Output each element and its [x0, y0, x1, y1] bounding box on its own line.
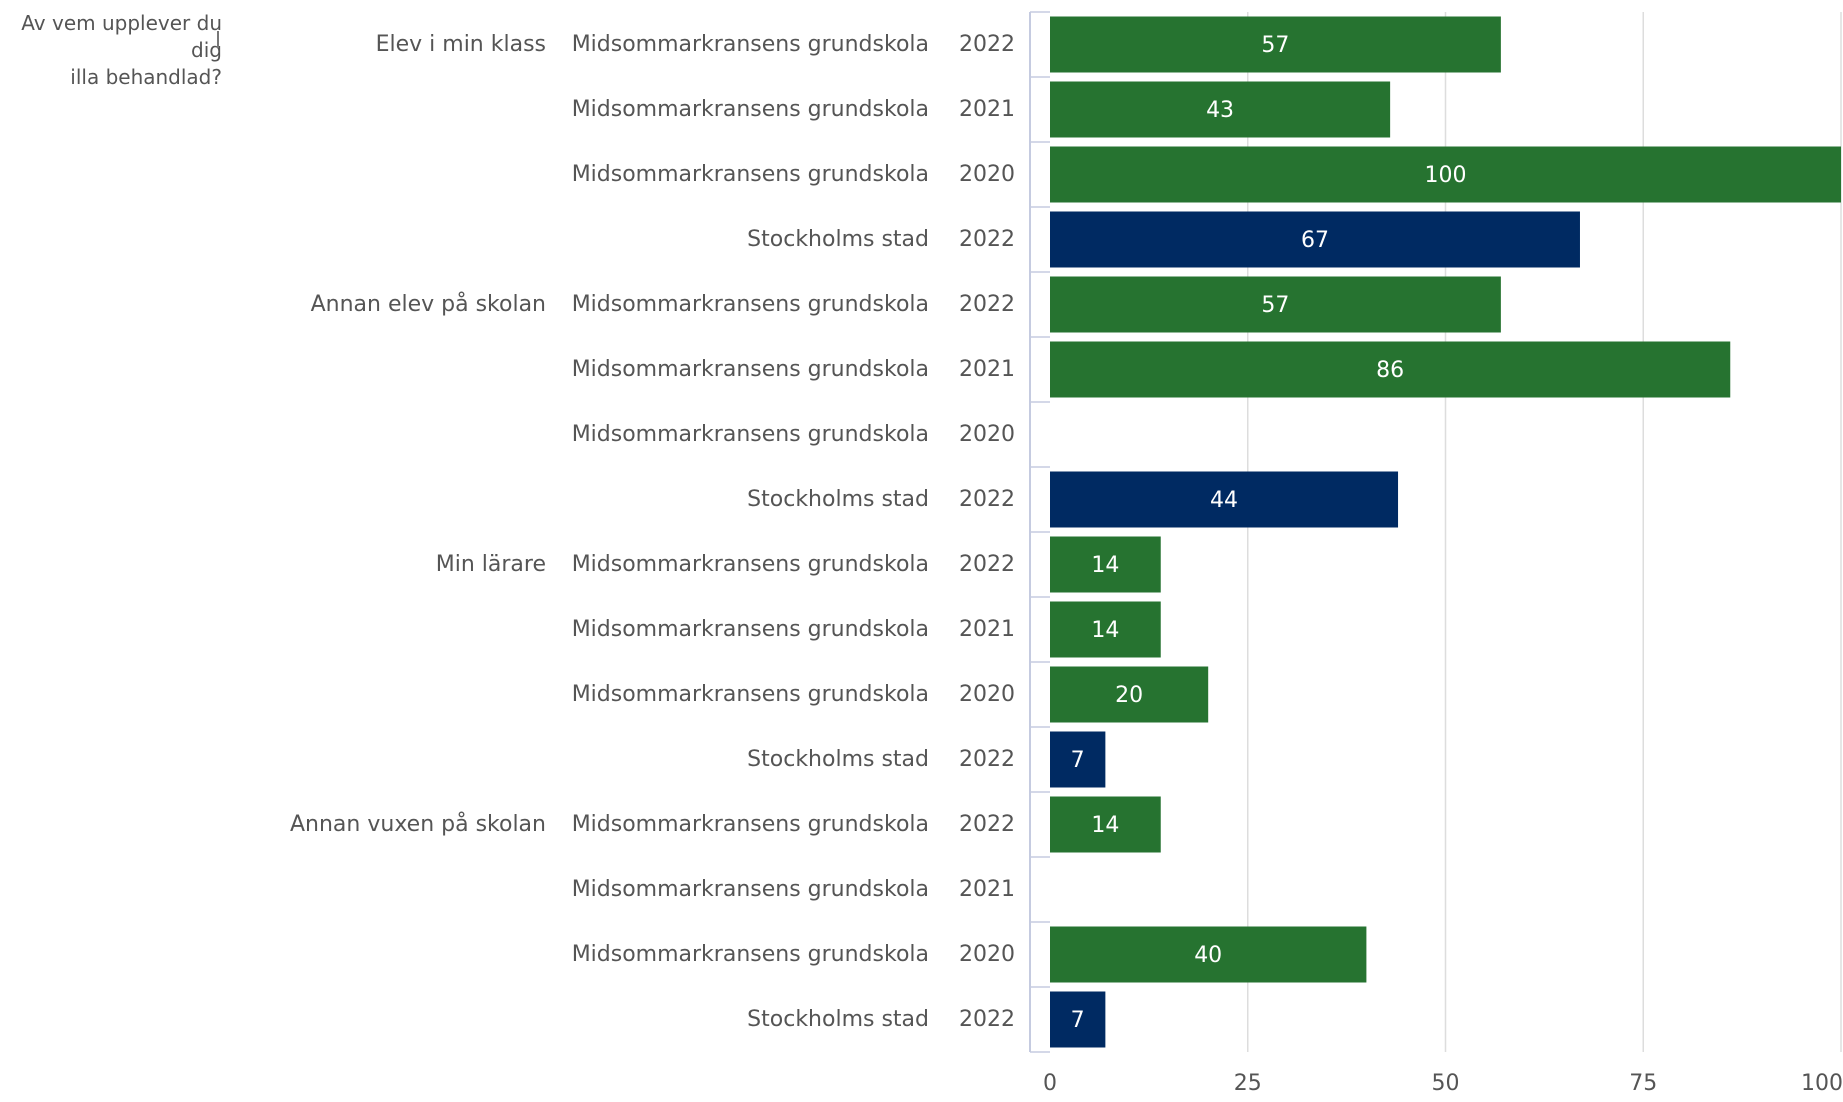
- bar: [1050, 926, 1367, 983]
- bar-row: Midsommarkransens grundskola 2021 43: [572, 81, 1391, 138]
- unit-label: Stockholms stad: [747, 227, 929, 252]
- bar-row: Stockholms stad 2022 7: [747, 731, 1106, 788]
- title-footnote-marker: [217, 31, 219, 48]
- bar: [1050, 731, 1106, 788]
- unit-label: Midsommarkransens grundskola: [572, 812, 929, 837]
- bar-row: Midsommarkransens grundskola 2020 40: [572, 926, 1367, 983]
- year-label: 2022: [959, 747, 1015, 772]
- year-label: 2022: [959, 552, 1015, 577]
- unit-label: Midsommarkransens grundskola: [572, 357, 929, 382]
- bar-row: Stockholms stad 2022 7: [747, 991, 1106, 1048]
- bar-row: Min lärare Midsommarkransens grundskola 20…: [436, 536, 1161, 593]
- data-label: 14: [1091, 813, 1119, 838]
- bar: [1050, 81, 1391, 138]
- unit-label: Midsommarkransens grundskola: [572, 617, 929, 642]
- bar: [1050, 341, 1731, 398]
- data-label: 43: [1206, 98, 1234, 123]
- bar: [1050, 991, 1106, 1048]
- category-label: Elev i min klass: [376, 32, 546, 57]
- category-label: Min lärare: [436, 552, 546, 577]
- data-label: 86: [1376, 358, 1404, 383]
- year-label: 2020: [959, 422, 1015, 447]
- bar: [1050, 146, 1841, 203]
- bar-row: Stockholms stad 2022 44: [747, 471, 1399, 528]
- bar: [1050, 796, 1161, 853]
- data-label: 7: [1071, 1008, 1085, 1033]
- unit-label: Midsommarkransens grundskola: [572, 97, 929, 122]
- data-label: 44: [1210, 488, 1238, 513]
- year-label: 2021: [959, 617, 1015, 642]
- unit-label: Midsommarkransens grundskola: [572, 682, 929, 707]
- data-label: 40: [1194, 943, 1222, 968]
- bar-row: Midsommarkransens grundskola 2021: [572, 877, 1015, 902]
- bar-row: Midsommarkransens grundskola 2020 20: [572, 666, 1209, 723]
- bar-row: Midsommarkransens grundskola 2021 86: [572, 341, 1731, 398]
- year-label: 2022: [959, 487, 1015, 512]
- bar: [1050, 536, 1161, 593]
- category-label: Annan vuxen på skolan: [290, 811, 546, 837]
- y-axis: [1029, 11, 1050, 1053]
- bar-row: Stockholms stad 2022 67: [747, 211, 1580, 268]
- bar: [1050, 276, 1501, 333]
- year-label: 2022: [959, 1007, 1015, 1032]
- data-label: 14: [1091, 618, 1119, 643]
- x-tick-label: 0: [1043, 1071, 1057, 1096]
- unit-label: Midsommarkransens grundskola: [572, 292, 929, 317]
- unit-label: Stockholms stad: [747, 487, 929, 512]
- year-label: 2021: [959, 97, 1015, 122]
- bar-row: Midsommarkransens grundskola 2020 100: [572, 146, 1841, 203]
- year-label: 2022: [959, 227, 1015, 252]
- bar: [1050, 211, 1580, 268]
- year-label: 2020: [959, 162, 1015, 187]
- year-label: 2022: [959, 32, 1015, 57]
- x-tick-label: 25: [1234, 1071, 1262, 1096]
- x-tick-label: 100: [1801, 1071, 1843, 1096]
- year-label: 2022: [959, 812, 1015, 837]
- unit-label: Midsommarkransens grundskola: [572, 942, 929, 967]
- bar: [1050, 666, 1209, 723]
- data-label: 57: [1261, 293, 1289, 318]
- data-label: 20: [1115, 683, 1143, 708]
- question-title-line-2: illa behandlad?: [70, 65, 222, 89]
- bar-row: Annan vuxen på skolan Midsommarkransens g…: [290, 796, 1161, 853]
- bar: [1050, 601, 1161, 658]
- x-tick-label: 75: [1629, 1071, 1657, 1096]
- data-label: 14: [1091, 553, 1119, 578]
- year-label: 2021: [959, 357, 1015, 382]
- x-tick-label: 50: [1432, 1071, 1460, 1096]
- unit-label: Midsommarkransens grundskola: [572, 162, 929, 187]
- data-label: 100: [1425, 163, 1467, 188]
- data-label: 57: [1261, 33, 1289, 58]
- x-axis: 0 25 50 75 100: [1043, 1071, 1843, 1096]
- data-label: 7: [1071, 748, 1085, 773]
- unit-label: Stockholms stad: [747, 1007, 929, 1032]
- unit-label: Midsommarkransens grundskola: [572, 877, 929, 902]
- unit-label: Midsommarkransens grundskola: [572, 422, 929, 447]
- category-label: Annan elev på skolan: [311, 291, 546, 317]
- unit-label: Midsommarkransens grundskola: [572, 552, 929, 577]
- unit-label: Stockholms stad: [747, 747, 929, 772]
- bar-row: Annan elev på skolan Midsommarkransens gr…: [311, 276, 1501, 333]
- question-title: Av vem upplever du dig illa behandlad?: [0, 10, 222, 91]
- bar-row: Midsommarkransens grundskola 2020: [572, 422, 1015, 447]
- year-label: 2020: [959, 942, 1015, 967]
- bar: [1050, 16, 1501, 73]
- bar-row: Elev i min klass Midsommarkransens grunds…: [376, 16, 1501, 73]
- data-label: 67: [1301, 228, 1329, 253]
- year-label: 2022: [959, 292, 1015, 317]
- question-title-line-1: Av vem upplever du dig: [21, 11, 222, 62]
- bar: [1050, 471, 1399, 528]
- year-label: 2021: [959, 877, 1015, 902]
- bar-row: Midsommarkransens grundskola 2021 14: [572, 601, 1161, 658]
- year-label: 2020: [959, 682, 1015, 707]
- unit-label: Midsommarkransens grundskola: [572, 32, 929, 57]
